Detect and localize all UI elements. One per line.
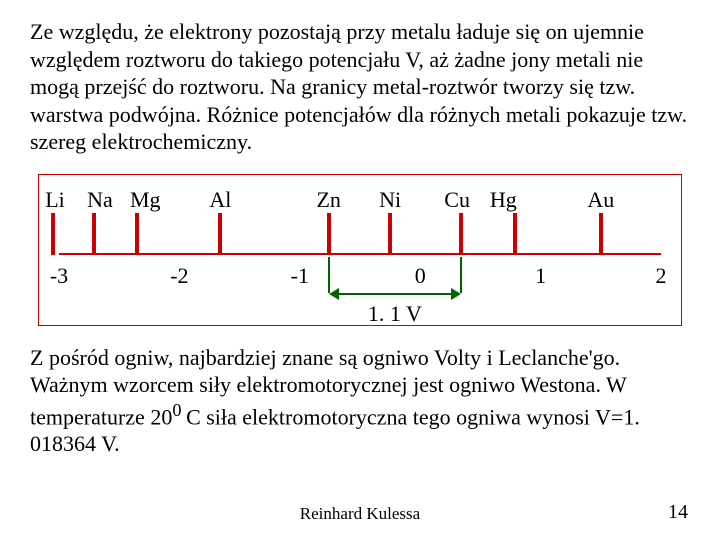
- electrochemical-series: -3 -2 -1 0 1 2 Li Na Mg Al Zn Ni Cu Hg Au 1. 1 V: [38, 174, 682, 326]
- axis-number: 2: [656, 263, 667, 289]
- axis-number: 1: [535, 263, 546, 289]
- element-label: Au: [587, 187, 614, 213]
- superscript: 0: [172, 400, 186, 420]
- element-label: Cu: [444, 187, 470, 213]
- element-label: Ni: [379, 187, 401, 213]
- footer-author: Reinhard Kulessa: [0, 504, 720, 524]
- axis-line: [59, 253, 661, 255]
- element-label: Li: [45, 187, 65, 213]
- element-label: Na: [87, 187, 113, 213]
- element-label: Al: [209, 187, 231, 213]
- paragraph-bottom: Z pośród ogniw, najbardziej znane są ogn…: [30, 344, 690, 458]
- arrow-line: [337, 293, 453, 295]
- element-label: Mg: [130, 187, 161, 213]
- paragraph-top: Ze względu, że elektrony pozostają przy …: [30, 18, 690, 156]
- element-label: Hg: [490, 187, 517, 213]
- arrow-head-left-icon: [329, 288, 339, 300]
- element-tick: [459, 213, 463, 255]
- element-tick: [92, 213, 96, 255]
- footer-page: 14: [668, 501, 688, 524]
- element-tick: [51, 213, 55, 255]
- axis-number: -3: [50, 263, 68, 289]
- element-tick: [135, 213, 139, 255]
- arrow-head-right-icon: [451, 288, 461, 300]
- axis-number: -2: [170, 263, 188, 289]
- axis-number: -1: [291, 263, 309, 289]
- element-tick: [388, 213, 392, 255]
- element-tick: [599, 213, 603, 255]
- axis-number: 0: [415, 263, 426, 289]
- element-tick: [513, 213, 517, 255]
- element-label: Zn: [316, 187, 340, 213]
- element-tick: [327, 213, 331, 255]
- arrow-label: 1. 1 V: [368, 301, 422, 327]
- element-tick: [218, 213, 222, 255]
